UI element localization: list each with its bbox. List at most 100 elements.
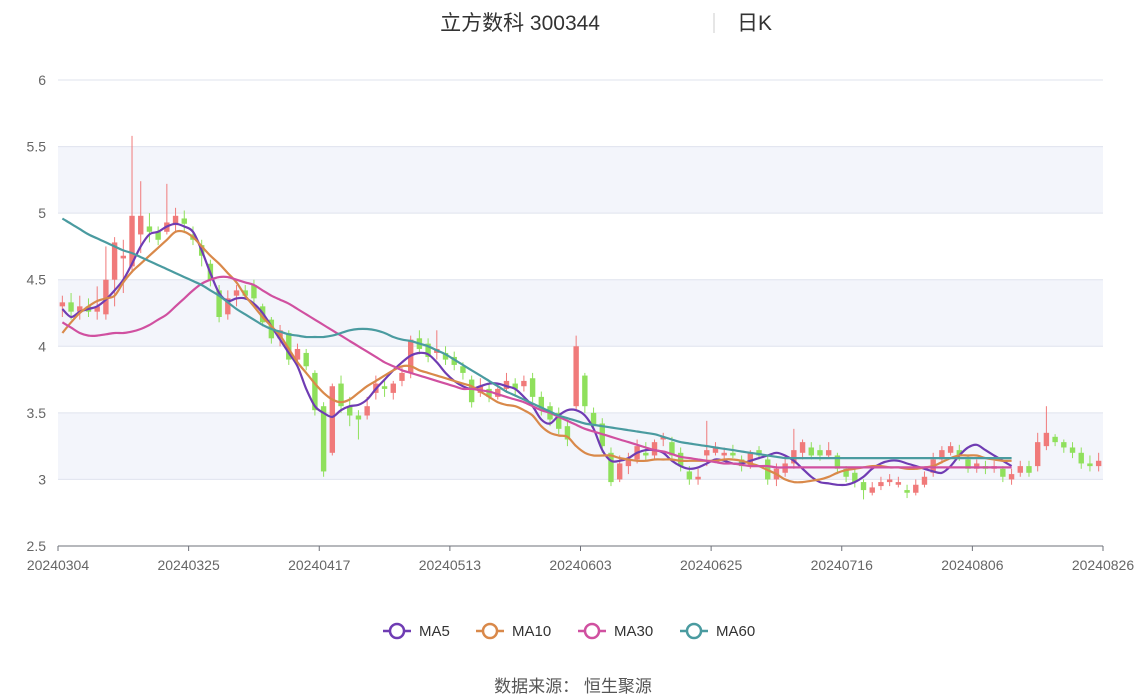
candle-body <box>904 490 910 493</box>
legend-marker <box>388 622 406 640</box>
candle-body <box>747 452 754 467</box>
candle-body <box>512 383 518 389</box>
candle-body <box>712 447 719 453</box>
legend-item-ma10[interactable]: MA10 <box>476 622 551 640</box>
candle-body <box>68 302 74 312</box>
candle-body <box>860 482 867 491</box>
candle-body <box>704 450 710 456</box>
candle-body <box>460 366 466 373</box>
x-tick-label: 20240806 <box>941 557 1004 573</box>
x-tick-label: 20240304 <box>27 557 90 573</box>
candle-body <box>1017 466 1023 473</box>
ma10-line <box>61 229 1012 484</box>
candle-body <box>503 380 510 389</box>
candle-body <box>947 446 954 453</box>
legend-marker <box>583 622 601 640</box>
candle-body <box>521 380 527 387</box>
candle-body <box>77 306 83 312</box>
candle-body <box>921 476 928 485</box>
candle-body <box>242 290 248 296</box>
candle-body <box>538 396 545 411</box>
y-tick-label: 5 <box>38 205 46 221</box>
candle-body <box>608 452 614 483</box>
candle-body <box>138 215 144 235</box>
candle-body <box>1008 474 1015 480</box>
x-axis: 20240304 20240325 20240417 20240513 20240603… <box>27 545 1134 573</box>
x-tick-label: 20240513 <box>419 557 482 573</box>
ma5-line <box>61 222 1013 487</box>
candle-body <box>939 450 945 460</box>
plot-band <box>58 146 1103 214</box>
candle-body <box>103 279 109 315</box>
candle-body <box>695 476 701 480</box>
chart-title: 立方数科 300344 <box>440 12 600 35</box>
candle-body <box>677 452 684 467</box>
candle-body <box>791 450 797 464</box>
legend-item-ma30[interactable]: MA30 <box>578 622 653 640</box>
candle-body <box>286 332 292 360</box>
candle-body <box>616 463 623 480</box>
candle-body <box>155 231 161 240</box>
candle-body <box>956 450 963 456</box>
data-source: 数据来源： 恒生聚源 <box>494 677 652 696</box>
legend-marker <box>481 622 499 640</box>
candle-body <box>120 255 127 259</box>
candle-body <box>1034 442 1041 467</box>
candle-body <box>913 484 919 493</box>
candle-body <box>756 450 762 456</box>
x-tick-label: 20240603 <box>549 557 612 573</box>
candle-body <box>146 226 153 232</box>
candle-body <box>556 412 562 429</box>
y-tick-label: 3.5 <box>27 405 47 421</box>
x-tick-label: 20240625 <box>680 557 743 573</box>
candle-body <box>799 442 806 453</box>
candle-body <box>817 450 823 456</box>
candle-body <box>843 468 849 477</box>
candle-body <box>364 406 370 416</box>
candle-body <box>425 343 431 357</box>
candle-body <box>974 463 980 469</box>
candle-body <box>94 306 100 312</box>
candle-body <box>895 482 902 485</box>
ma-lines <box>61 217 1013 487</box>
y-tick-label: 4 <box>38 338 46 354</box>
candle-body <box>294 348 301 360</box>
y-tick-label: 3 <box>38 471 46 487</box>
candle-body <box>825 450 832 456</box>
legend-item-ma5[interactable]: MA5 <box>383 622 450 640</box>
y-tick-label: 5.5 <box>27 139 47 155</box>
candle-body <box>625 459 632 467</box>
candle-body <box>303 352 309 367</box>
candle-body <box>399 372 405 381</box>
legend-item-ma60[interactable]: MA60 <box>680 622 755 640</box>
candle-body <box>111 242 118 280</box>
candle-body <box>1061 442 1067 448</box>
candle-body <box>869 487 875 493</box>
candle-body <box>468 379 475 403</box>
candle-body <box>355 415 362 420</box>
legend-label: MA10 <box>512 623 551 640</box>
y-axis: 2.5 3 3.5 4 4.5 5 5.5 6 <box>27 72 47 554</box>
candle-body <box>381 386 388 389</box>
candle-body <box>529 378 536 397</box>
x-tick-label: 20240417 <box>288 557 351 573</box>
candle-body <box>347 406 353 416</box>
candle-body <box>390 383 396 393</box>
candle-body <box>320 406 327 472</box>
plot-band <box>58 279 1103 347</box>
candle-body <box>965 459 971 469</box>
candle-body <box>442 352 449 360</box>
legend[interactable]: MA5 MA10 MA30 MA60 <box>383 622 755 640</box>
legend-marker <box>685 622 703 640</box>
candle-body <box>651 442 658 456</box>
candle-body <box>660 436 666 440</box>
candle-body <box>808 447 814 456</box>
candle-body <box>338 383 344 407</box>
candle-body <box>329 386 336 453</box>
candle-body <box>172 215 179 226</box>
chart-subtitle: 日K <box>737 12 772 35</box>
candle-body <box>1087 463 1093 467</box>
ma30-line <box>61 275 1012 469</box>
candle-body <box>852 472 858 483</box>
